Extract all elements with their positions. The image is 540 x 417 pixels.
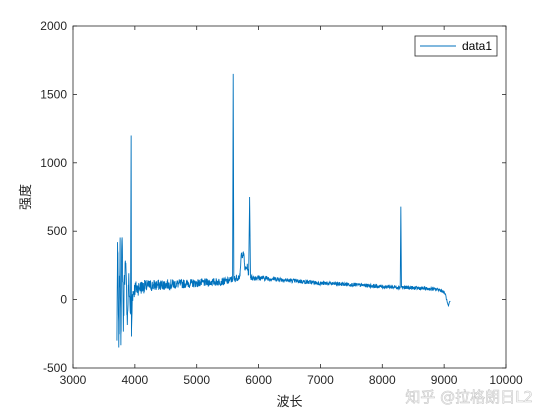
y-tick-label: 0 xyxy=(60,293,67,307)
y-tick-label: 1500 xyxy=(40,87,67,101)
legend: data1 xyxy=(414,35,498,57)
x-axis-title: 波长 xyxy=(276,395,302,410)
x-tick-label: 6000 xyxy=(245,373,272,387)
plot-frame xyxy=(72,25,507,369)
y-tick-label: 1000 xyxy=(40,156,67,170)
data-series-group xyxy=(116,73,451,348)
x-tick-label: 3000 xyxy=(60,373,87,387)
y-tick-label: 500 xyxy=(47,224,67,238)
series-line-data1 xyxy=(116,73,451,348)
x-tick-label: 5000 xyxy=(183,373,210,387)
x-tick-label: 4000 xyxy=(122,373,149,387)
x-tick-label: 9000 xyxy=(431,373,458,387)
y-axis-title: 强度 xyxy=(18,184,34,210)
y-tick-label: 2000 xyxy=(40,19,67,33)
plot-area xyxy=(73,26,506,368)
x-tick-label: 7000 xyxy=(307,373,334,387)
y-axis: -500 0 500 1000 1500 2000 xyxy=(40,19,506,375)
y-tick-label: -500 xyxy=(43,361,67,375)
x-tick-label: 8000 xyxy=(369,373,396,387)
watermark: 知乎 @拉格朗日L2 xyxy=(405,388,533,406)
legend-label-data1: data1 xyxy=(462,39,492,53)
x-axis: 3000 4000 5000 6000 7000 8000 9000 10000 xyxy=(60,26,523,387)
x-tick-label: 10000 xyxy=(489,373,523,387)
